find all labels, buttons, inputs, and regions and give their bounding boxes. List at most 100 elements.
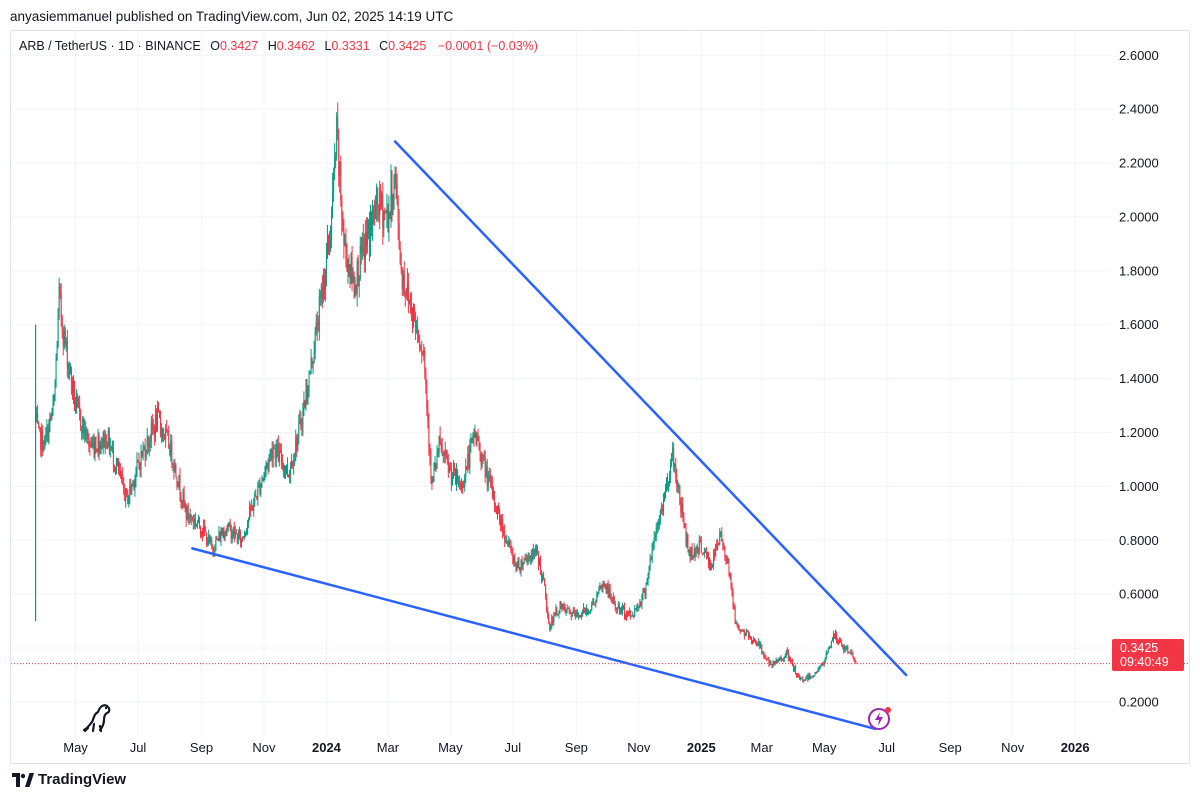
candle-body (191, 518, 193, 521)
candle-body (792, 665, 794, 671)
candle-body (605, 586, 607, 590)
candle-body (135, 471, 137, 480)
candle-body (82, 418, 84, 434)
candle-body (459, 483, 461, 485)
candle-body (489, 475, 491, 481)
candle-body (466, 466, 468, 469)
candle-body (728, 559, 730, 574)
candle-body (181, 501, 183, 503)
candle-body (49, 415, 51, 423)
candle-body (633, 615, 635, 617)
candle-body (789, 657, 791, 661)
x-tick-label: Mar (377, 740, 400, 755)
candle-body (145, 453, 147, 458)
candle-body (515, 563, 517, 571)
candle-body (595, 601, 597, 604)
candle-body (85, 428, 87, 441)
candle-body (463, 487, 465, 489)
candle-body (791, 660, 793, 666)
candle-body (596, 593, 598, 602)
candle-body (281, 462, 283, 465)
candle-body (176, 476, 178, 486)
candle-body (38, 423, 40, 427)
candle-body (453, 468, 455, 471)
candle-body (139, 463, 141, 471)
candle-body (513, 557, 515, 563)
candle-body (114, 469, 116, 471)
candle-body (371, 219, 373, 231)
candle-body (415, 316, 417, 328)
candle-body (576, 612, 578, 616)
candle-body (803, 680, 805, 682)
candle-body (428, 420, 430, 448)
candle-body (717, 543, 719, 550)
candle-body (257, 485, 259, 499)
candle-body (136, 460, 138, 472)
candle-body (594, 602, 596, 604)
candle-body (324, 270, 326, 290)
candle-body (514, 557, 516, 564)
candle-body (352, 274, 354, 282)
candle-body (240, 538, 242, 544)
candle-body (817, 669, 819, 672)
candle-body (600, 586, 602, 589)
candle-body (557, 614, 559, 616)
candle-body (290, 467, 292, 476)
candle-body (496, 508, 498, 514)
candle-body (378, 204, 380, 216)
tradingview-footer[interactable]: TradingView (12, 771, 126, 788)
candle-body (368, 220, 370, 246)
candle-body (688, 550, 690, 553)
candle-body (610, 595, 612, 600)
open-label: O (210, 39, 220, 53)
candle-body (421, 350, 423, 354)
candle-body (492, 491, 494, 497)
candle-body (741, 630, 743, 632)
price-chart[interactable]: 2.6000 2.4000 2.2000 2.0000 1.8000 1.6000 1.40… (11, 31, 1190, 764)
candle-body (309, 373, 311, 375)
candle-body (490, 480, 492, 483)
candle-body (508, 541, 510, 546)
candle-body (282, 464, 284, 472)
candle-body (431, 477, 433, 482)
candle-body (848, 651, 850, 653)
candle-body (163, 429, 165, 436)
candle-body (460, 483, 462, 490)
candle-body (440, 442, 442, 446)
candle-body (825, 652, 827, 659)
candle-body (173, 465, 175, 472)
candle-body (714, 552, 716, 556)
candle-body (228, 522, 230, 526)
candle-body (566, 607, 568, 610)
candle-body (251, 505, 253, 511)
change-value: −0.0001 (−0.03%) (437, 39, 538, 53)
candle-body (348, 263, 350, 266)
candle-body (555, 608, 557, 616)
candle-body (252, 505, 254, 511)
candle-body (471, 439, 473, 441)
candle-body (102, 431, 104, 445)
chart-frame[interactable]: 2.6000 2.4000 2.2000 2.0000 1.8000 1.6000 1.40… (10, 30, 1190, 764)
candle-body (128, 496, 130, 504)
candle-body (693, 548, 695, 556)
candle-body (615, 608, 617, 610)
x-tick-label: Jul (505, 740, 522, 755)
candle-body (509, 541, 511, 543)
candle-body (127, 493, 129, 504)
candle-body (738, 628, 740, 630)
open-value: 0.3427 (219, 39, 259, 53)
y-tick-label: 0.2000 (1119, 694, 1159, 709)
candle-body (464, 476, 466, 488)
candle-body (334, 159, 336, 172)
candle-body (361, 237, 363, 253)
candle-body (101, 444, 103, 449)
candle-body (106, 446, 108, 449)
candle-body (670, 460, 672, 478)
candle-body (506, 540, 508, 543)
candle-body (318, 296, 320, 331)
lightning-bolt-icon[interactable] (866, 704, 894, 732)
candle-body (529, 556, 531, 559)
candle-body (68, 364, 70, 375)
candle-body (172, 463, 174, 466)
candle-body (586, 608, 588, 615)
